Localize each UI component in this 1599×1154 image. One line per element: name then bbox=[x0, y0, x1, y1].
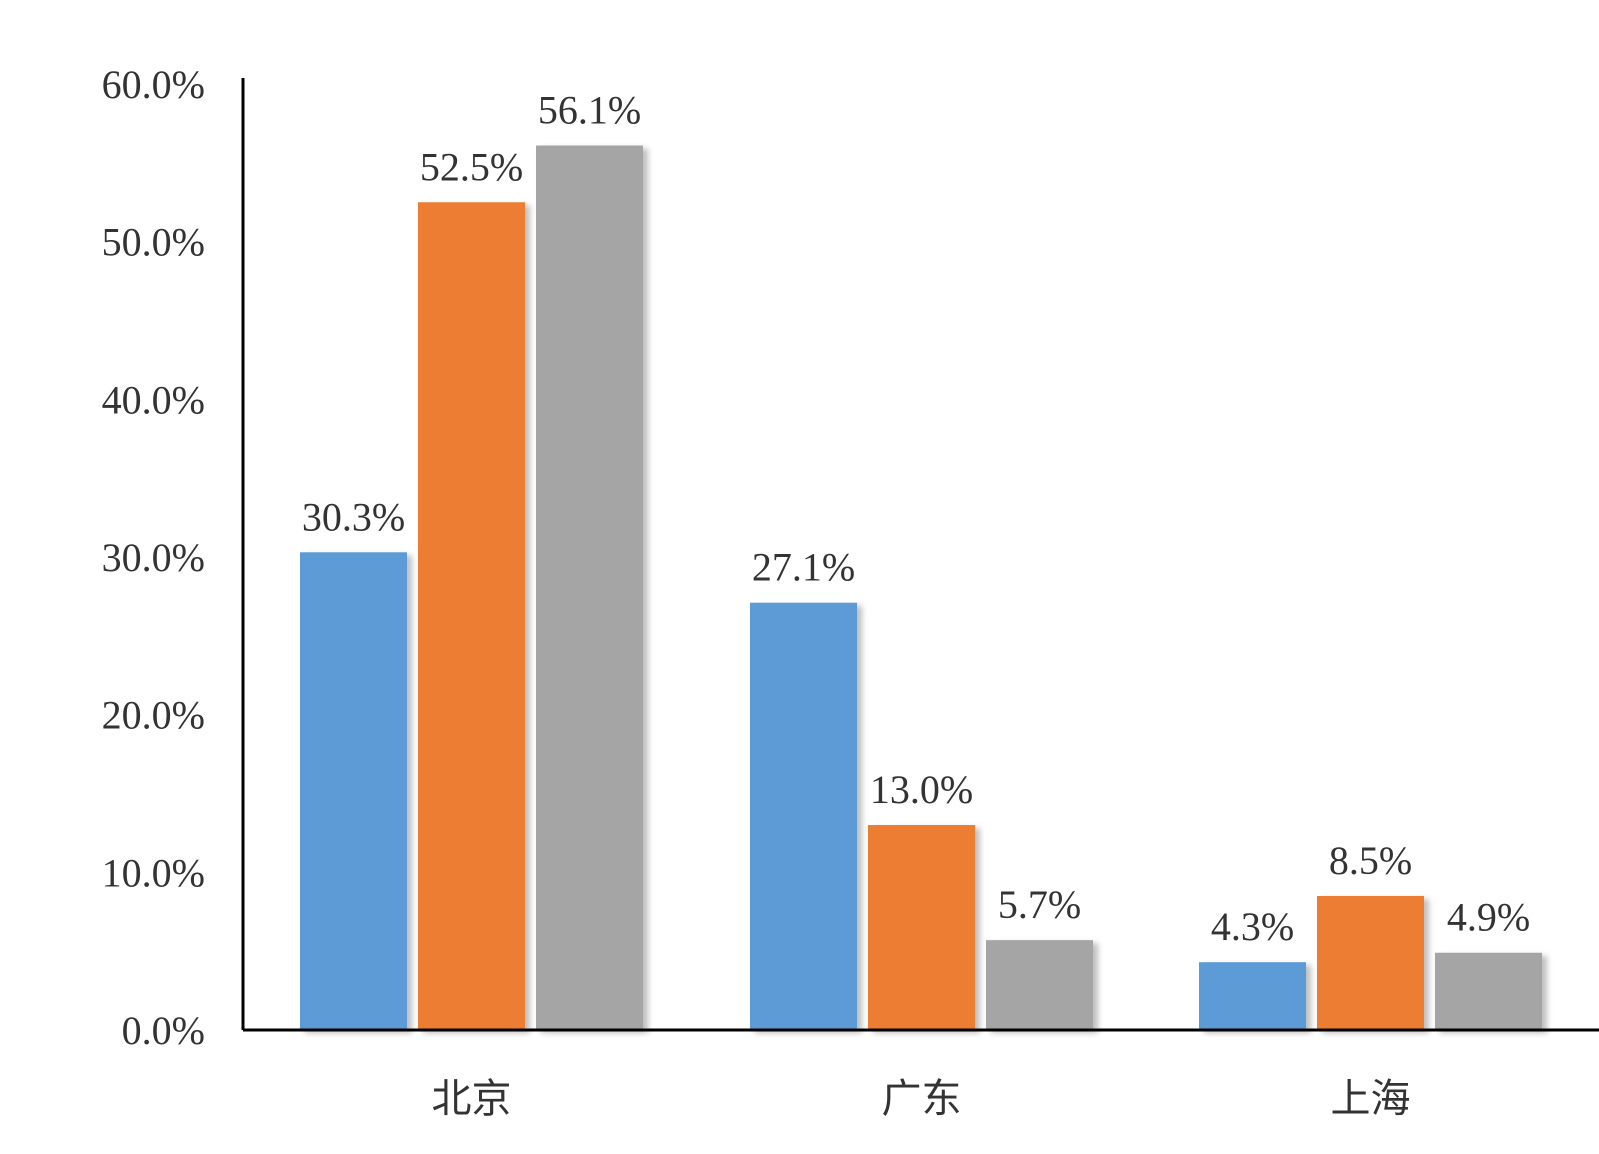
data-labels: 30.3% 27.1% 4.3% 52.5% 13.0% 8.5% 56.1% 5.7% 4.9… bbox=[302, 87, 1530, 949]
y-tick-label: 60.0% bbox=[102, 62, 205, 107]
data-label: 30.3% bbox=[302, 494, 405, 539]
data-label: 27.1% bbox=[752, 545, 855, 590]
category-label: 广东 bbox=[882, 1076, 962, 1122]
bar bbox=[986, 940, 1093, 1030]
y-tick-label: 40.0% bbox=[102, 377, 205, 422]
bar bbox=[1435, 952, 1542, 1030]
y-tick-label: 0.0% bbox=[122, 1008, 205, 1053]
y-tick-label: 30.0% bbox=[102, 535, 205, 580]
data-label: 4.9% bbox=[1447, 895, 1530, 940]
data-label: 13.0% bbox=[870, 767, 973, 812]
category-label: 上海 bbox=[1331, 1076, 1411, 1122]
data-label: 52.5% bbox=[420, 144, 523, 189]
y-tick-label: 50.0% bbox=[102, 220, 205, 265]
bar bbox=[300, 552, 407, 1030]
bars bbox=[300, 145, 1542, 1031]
category-label: 北京 bbox=[432, 1076, 512, 1122]
data-label: 56.1% bbox=[538, 87, 641, 132]
y-tick-label: 10.0% bbox=[102, 850, 205, 895]
bar bbox=[1317, 895, 1424, 1030]
bar bbox=[536, 145, 643, 1031]
bar bbox=[868, 825, 975, 1030]
bar bbox=[750, 602, 857, 1030]
bar bbox=[418, 202, 525, 1030]
y-axis-ticks: 0.0% 10.0% 20.0% 30.0% 40.0% 50.0% 60.0% bbox=[102, 62, 205, 1053]
bar bbox=[1199, 962, 1306, 1030]
data-label: 8.5% bbox=[1329, 838, 1412, 883]
data-label: 4.3% bbox=[1211, 904, 1294, 949]
y-tick-label: 20.0% bbox=[102, 693, 205, 738]
category-labels: 北京 广东 上海 bbox=[432, 1076, 1411, 1122]
data-label: 5.7% bbox=[998, 882, 1081, 927]
